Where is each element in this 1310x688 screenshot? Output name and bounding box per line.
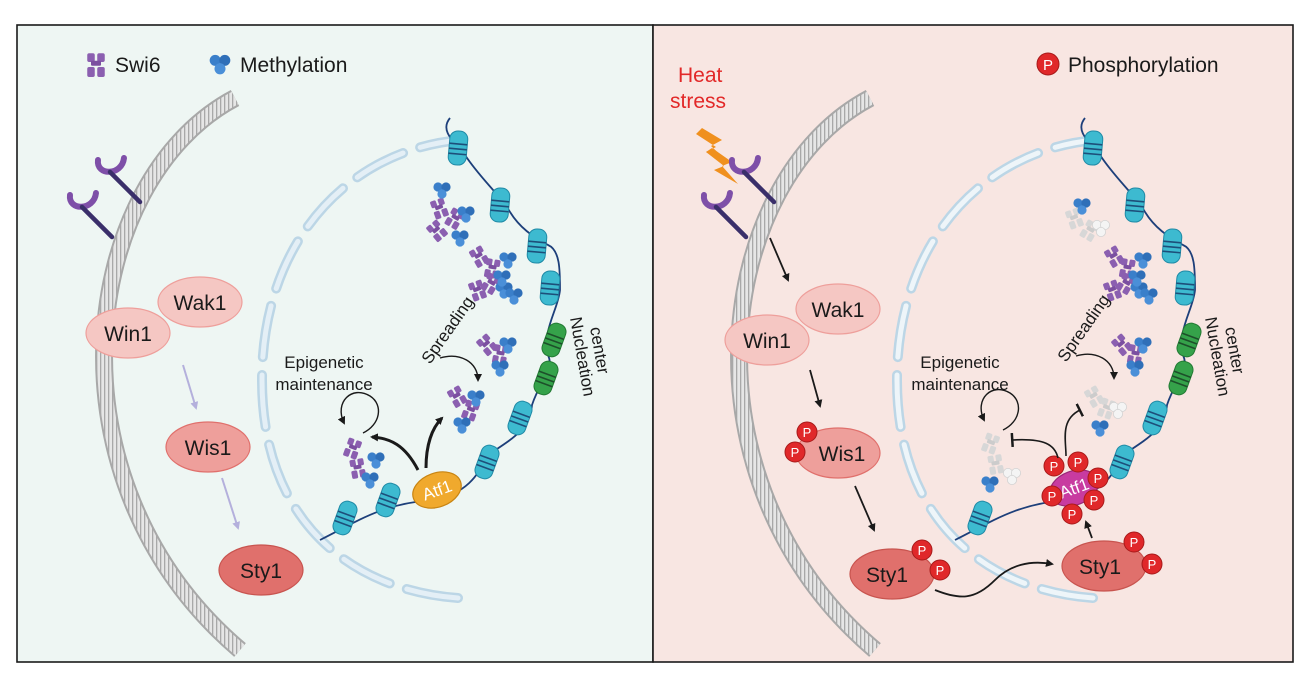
phospho-marker: P xyxy=(911,539,933,561)
sty1-to-atf1-arrow xyxy=(1084,520,1093,539)
sty1-protein-cytoplasm: Sty1 P P xyxy=(849,539,951,600)
receptor-to-wak1-arrow xyxy=(769,237,790,282)
nucleosome xyxy=(525,227,549,265)
heat-label: Heat xyxy=(678,64,723,87)
spreading-inhibition xyxy=(1064,403,1085,457)
nucleosome xyxy=(538,269,562,307)
maintenance-loop-arrow xyxy=(337,391,380,434)
phospho-marker: P xyxy=(796,421,818,443)
nucleosome xyxy=(488,186,512,224)
phosphorylation-legend-label: Phosphorylation xyxy=(1068,54,1219,77)
svg-text:P: P xyxy=(1148,557,1157,572)
sty1-protein-nucleus: Sty1 P P xyxy=(1061,531,1163,592)
svg-text:P: P xyxy=(1048,489,1057,504)
svg-text:P: P xyxy=(1068,507,1077,522)
wak1-protein: Wak1 xyxy=(795,283,881,335)
phospho-marker: P xyxy=(1141,553,1163,575)
maintenance-label: maintenance xyxy=(275,375,372,394)
sty1-label: Sty1 xyxy=(866,564,908,587)
nuclear-envelope-inner xyxy=(259,137,463,601)
phosphorylation-legend-icon: P xyxy=(1036,52,1060,76)
nucleosome xyxy=(1081,129,1105,167)
sty1-translocation-arrow xyxy=(934,558,1054,598)
svg-text:P: P xyxy=(1074,455,1083,470)
phospho-marker: P xyxy=(929,559,951,581)
win1-label: Win1 xyxy=(743,330,791,353)
wis1-label: Wis1 xyxy=(819,443,866,466)
maintenance-loop-arrow xyxy=(977,388,1020,431)
win1-protein: Win1 xyxy=(724,314,810,366)
svg-text:P: P xyxy=(936,563,945,578)
spreading-arrow xyxy=(1075,353,1118,380)
svg-text:P: P xyxy=(918,543,927,558)
phospho-marker: P xyxy=(1061,503,1083,525)
win1-to-wis1-arrow xyxy=(182,364,199,410)
nucleosome xyxy=(1160,227,1184,265)
phospho-marker: P xyxy=(1087,467,1109,489)
wis1-protein: Wis1 xyxy=(165,421,251,473)
phospho-legend-symbol: P xyxy=(1043,57,1053,74)
atf1-protein: Atf1 xyxy=(412,471,462,509)
sty1-protein: Sty1 xyxy=(218,544,304,596)
swi6-legend-label: Swi6 xyxy=(115,54,161,77)
nuclear-envelope-inner xyxy=(894,137,1098,601)
atf1-to-maintenance-arrow xyxy=(370,433,420,471)
svg-text:P: P xyxy=(1090,493,1099,508)
phospho-marker: P xyxy=(1043,455,1065,477)
svg-text:P: P xyxy=(1094,471,1103,486)
epigenetic-label: Epigenetic xyxy=(920,353,1000,372)
wis1-label: Wis1 xyxy=(185,437,232,460)
svg-text:P: P xyxy=(791,445,800,460)
win1-protein: Win1 xyxy=(85,307,171,359)
wak1-label: Wak1 xyxy=(174,292,227,315)
maintenance-inhibition xyxy=(1010,432,1059,459)
svg-text:P: P xyxy=(1050,459,1059,474)
win1-label: Win1 xyxy=(104,323,152,346)
right-panel: Heat stress P Phosphorylation xyxy=(652,24,1294,663)
atf1-phospho-complex: Atf1 P P P P P P xyxy=(1041,451,1109,525)
phospho-marker: P xyxy=(1123,531,1145,553)
methylation-legend-label: Methylation xyxy=(240,54,347,77)
phospho-marker: P xyxy=(1041,485,1063,507)
stress-label: stress xyxy=(670,90,726,113)
sty1-label: Sty1 xyxy=(240,560,282,583)
atf1-to-spreading-arrow xyxy=(424,416,444,469)
win1-to-wis1-arrow xyxy=(809,369,823,408)
spreading-arrow xyxy=(439,355,482,382)
svg-text:P: P xyxy=(1130,535,1139,550)
wak1-label: Wak1 xyxy=(812,299,865,322)
wis1-to-sty1-arrow xyxy=(854,485,876,532)
wis1-to-sty1-arrow xyxy=(221,477,240,530)
epigenetic-label: Epigenetic xyxy=(284,353,364,372)
wis1-protein: Wis1 P P xyxy=(784,421,881,479)
left-panel: Swi6 Methylation xyxy=(16,24,654,663)
lightning-icon xyxy=(706,148,738,184)
nucleosome xyxy=(1123,186,1147,224)
phospho-marker: P xyxy=(784,441,806,463)
phospho-marker: P xyxy=(1083,489,1105,511)
nucleosome xyxy=(446,129,470,167)
lightning-icon xyxy=(696,128,730,164)
sty1-label: Sty1 xyxy=(1079,556,1121,579)
phospho-marker: P xyxy=(1067,451,1089,473)
wak1-protein: Wak1 xyxy=(157,276,243,328)
nucleosome xyxy=(1173,269,1197,307)
svg-text:P: P xyxy=(803,425,812,440)
maintenance-label: maintenance xyxy=(911,375,1008,394)
